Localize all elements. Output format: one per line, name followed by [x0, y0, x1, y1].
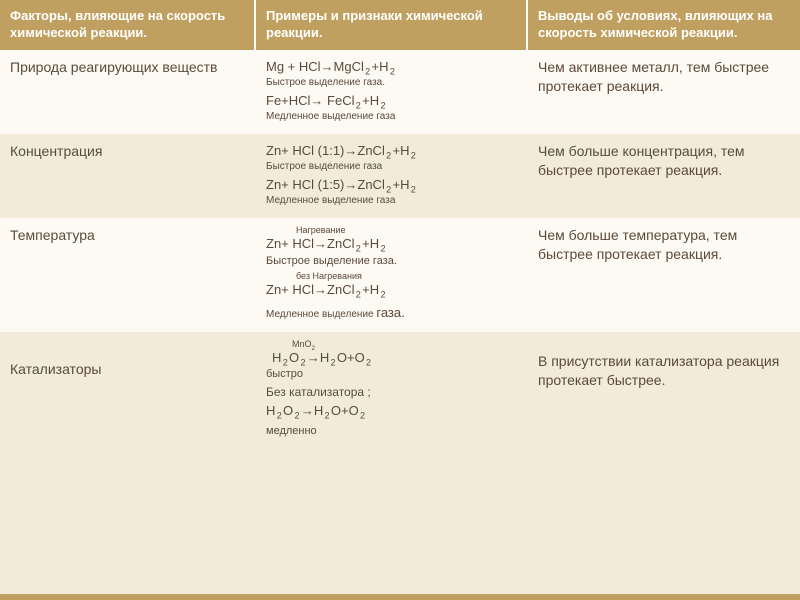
- condition-label: Без катализатора ;: [266, 384, 518, 400]
- reaction-text: +H: [392, 177, 409, 192]
- reaction-text: +H: [372, 59, 389, 74]
- reaction-note: Быстрое выделение газа.: [266, 254, 518, 269]
- reaction-text: Fe+HCl→ FeCl: [266, 93, 355, 108]
- footer-bar: [0, 594, 800, 600]
- reaction-line: Zn+ HCl→ZnCl2+H2: [266, 281, 518, 299]
- header-examples: Примеры и признаки химической реакции.: [256, 0, 528, 50]
- reaction-line: Zn+ HCl (1:1)→ZnCl2+H2: [266, 142, 518, 160]
- reaction-line: H2O2→H2O+O2: [266, 402, 518, 420]
- catalyst-text: MnO: [292, 339, 312, 349]
- note-text: Медленное выделение: [266, 309, 376, 320]
- conclusion-cell: Чем больше температура, тем быстрее прот…: [528, 218, 800, 332]
- examples-cell: Нагревание Zn+ HCl→ZnCl2+H2 Быстрое выде…: [256, 218, 528, 332]
- note-dot: .: [401, 304, 405, 320]
- factor-cell: Температура: [0, 218, 256, 332]
- reaction-text: →H: [301, 403, 323, 418]
- condition-label: без Нагревания: [266, 272, 518, 281]
- examples-cell: MnO2 H2O2→H2O+O2 быстро Без катализатора…: [256, 332, 528, 594]
- reaction-text: Zn+ HCl→ZnCl: [266, 236, 355, 251]
- conclusion-cell: В присутствии катализатора реакция проте…: [528, 332, 800, 594]
- reaction-line: Zn+ HCl→ZnCl2+H2: [266, 235, 518, 253]
- table-row: Температура Нагревание Zn+ HCl→ZnCl2+H2 …: [0, 218, 800, 332]
- factor-cell: Катализаторы: [0, 332, 256, 594]
- reaction-note: Медленное выделение газа: [266, 194, 518, 208]
- note-text: газа: [376, 305, 401, 320]
- reaction-text: H: [266, 403, 275, 418]
- header-conclusions: Выводы об условиях, влияющих на скорость…: [528, 0, 800, 50]
- factor-cell: Концентрация: [0, 134, 256, 218]
- reaction-text: H: [272, 350, 281, 365]
- conclusion-cell: Чем активнее металл, тем быстрее протека…: [528, 50, 800, 134]
- reaction-text: +H: [362, 282, 379, 297]
- reaction-text: O: [289, 350, 299, 365]
- reaction-text: Zn+ HCl (1:1)→ZnCl: [266, 143, 385, 158]
- reaction-text: +H: [392, 143, 409, 158]
- table-row: Катализаторы MnO2 H2O2→H2O+O2 быстро Без…: [0, 332, 800, 594]
- reaction-text: O+O: [337, 350, 365, 365]
- reaction-text: +H: [362, 93, 379, 108]
- reaction-note: медленно: [266, 424, 518, 439]
- reaction-note: быстро: [266, 367, 518, 382]
- factors-table: Факторы, влияющие на скорость химической…: [0, 0, 800, 600]
- reaction-text: Zn+ HCl (1:5)→ZnCl: [266, 177, 385, 192]
- examples-cell: Mg + HCl→MgCl2+H2 Быстрое выделение газа…: [256, 50, 528, 134]
- catalyst-label: MnO2: [266, 340, 518, 349]
- reaction-text: O+O: [331, 403, 359, 418]
- reaction-line: Fe+HCl→ FeCl2+H2: [266, 92, 518, 110]
- reaction-line: Zn+ HCl (1:5)→ZnCl2+H2: [266, 176, 518, 194]
- reaction-text: Mg + HCl→MgCl: [266, 59, 364, 74]
- reaction-text: Zn+ HCl→ZnCl: [266, 282, 355, 297]
- reaction-line: H2O2→H2O+O2: [266, 349, 518, 367]
- reaction-note: Медленное выделение газа: [266, 110, 518, 124]
- table-row: Концентрация Zn+ HCl (1:1)→ZnCl2+H2 Быст…: [0, 134, 800, 218]
- conclusion-cell: Чем больше концентрация, тем быстрее про…: [528, 134, 800, 218]
- reaction-text: +H: [362, 236, 379, 251]
- table-header-row: Факторы, влияющие на скорость химической…: [0, 0, 800, 50]
- reaction-text: →H: [307, 350, 329, 365]
- reaction-note: Медленное выделение газа.: [266, 303, 518, 322]
- header-factors: Факторы, влияющие на скорость химической…: [0, 0, 256, 50]
- reaction-text: O: [283, 403, 293, 418]
- factor-cell: Природа реагирующих веществ: [0, 50, 256, 134]
- condition-label: Нагревание: [266, 226, 518, 235]
- reaction-note: Быстрое выделение газа: [266, 160, 518, 174]
- reaction-line: Mg + HCl→MgCl2+H2: [266, 58, 518, 76]
- examples-cell: Zn+ HCl (1:1)→ZnCl2+H2 Быстрое выделение…: [256, 134, 528, 218]
- table-row: Природа реагирующих веществ Mg + HCl→MgC…: [0, 50, 800, 134]
- reaction-note: Быстрое выделение газа.: [266, 76, 518, 90]
